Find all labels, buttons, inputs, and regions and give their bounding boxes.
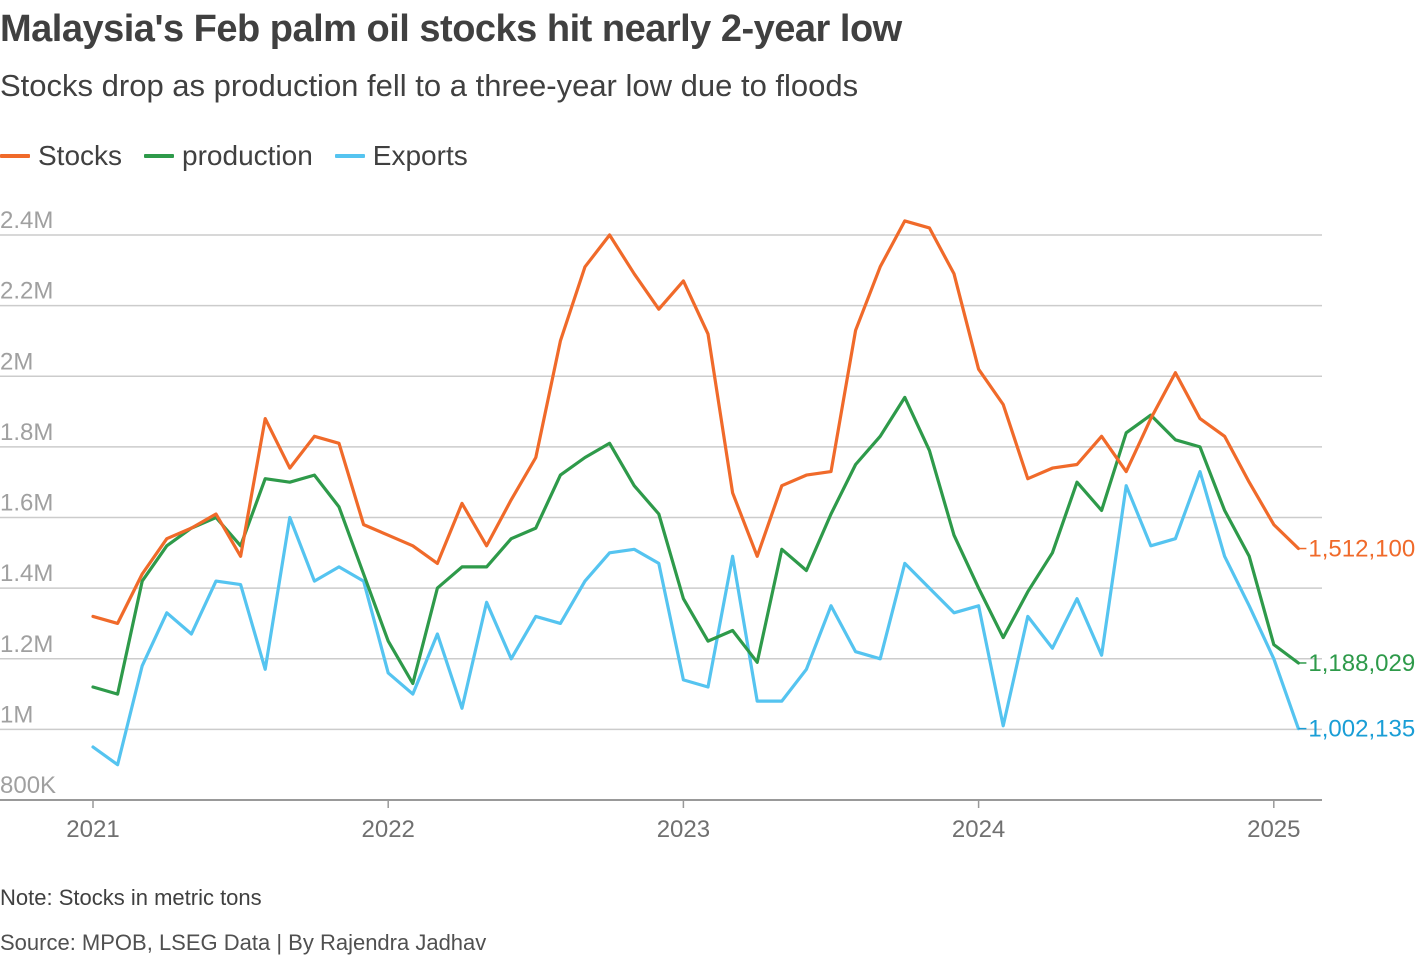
x-tick-label: 2024: [952, 816, 1005, 843]
y-tick-label: 1.4M: [0, 560, 53, 587]
legend-item-stocks: Stocks: [0, 140, 122, 172]
axis-labels: 800K 1M 1.2M 1.4M 1.6M 1.8M 2M 2.2M 2.4M 2021 2022…: [0, 207, 1415, 843]
chart-note: Note: Stocks in metric tons: [0, 885, 262, 910]
x-tick-label: 2022: [362, 816, 415, 843]
legend-label-production: production: [182, 140, 313, 171]
y-tick-label: 1.6M: [0, 490, 53, 517]
y-tick-label: 2.2M: [0, 278, 53, 305]
series-line-production: [91, 395, 1301, 696]
x-tick-label: 2025: [1247, 816, 1300, 843]
chart-source: Source: MPOB, LSEG Data | By Rajendra Ja…: [0, 930, 487, 955]
y-tick-label: 2M: [0, 348, 33, 375]
chart-title: Malaysia's Feb palm oil stocks hit nearl…: [0, 8, 902, 50]
x-tick-label: 2021: [66, 816, 119, 843]
legend-swatch-production: [144, 154, 175, 158]
y-tick-label: 2.4M: [0, 207, 53, 234]
end-label-exports: 1,002,135: [1308, 716, 1415, 743]
y-tick-label: 1M: [0, 701, 33, 728]
legend-label-stocks: Stocks: [38, 140, 123, 171]
end-label-production: 1,188,029: [1308, 650, 1415, 677]
legend-label-exports: Exports: [372, 140, 468, 171]
legend-swatch-exports: [334, 154, 365, 158]
legend-item-production: production: [144, 140, 313, 172]
y-tick-label: 800K: [0, 772, 56, 799]
y-tick-label: 1.8M: [0, 419, 53, 446]
end-label-stocks: 1,512,100: [1308, 536, 1415, 563]
legend-item-exports: Exports: [334, 140, 468, 172]
x-tick-label: 2023: [657, 816, 710, 843]
series-lines: [91, 219, 1301, 767]
series-line-exports: [91, 470, 1301, 767]
y-tick-label: 1.2M: [0, 631, 53, 658]
legend-swatch-stocks: [0, 154, 30, 158]
chart-subtitle: Stocks drop as production fell to a thre…: [0, 68, 859, 103]
series-line-stocks: [91, 219, 1301, 625]
chart-legend: Stocks production Exports: [0, 138, 490, 174]
line-chart: 800K 1M 1.2M 1.4M 1.6M 1.8M 2M 2.2M 2.4M 2021 2022…: [0, 207, 1415, 843]
